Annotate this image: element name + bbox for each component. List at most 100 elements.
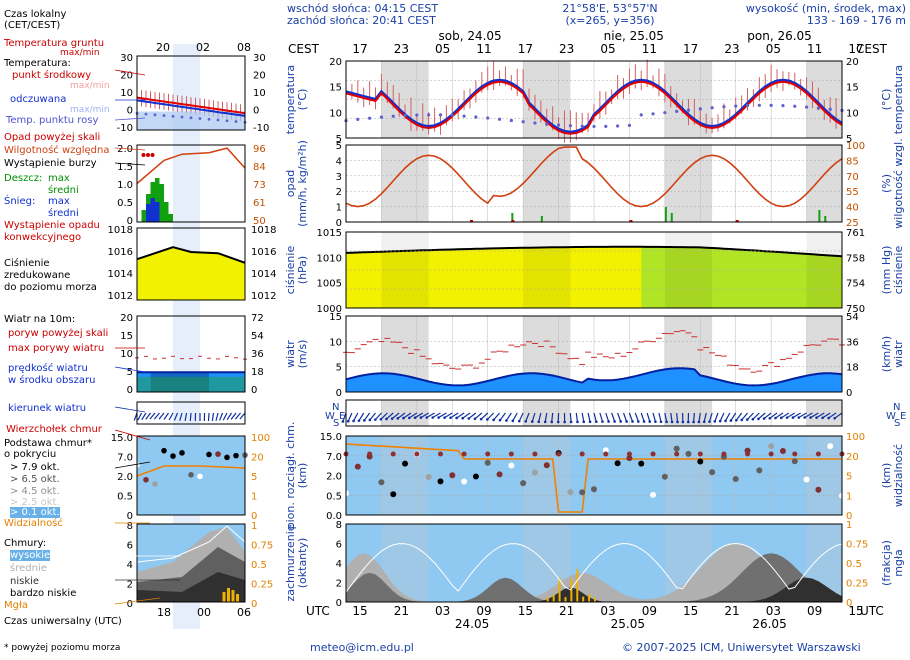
wind-dir-arrow [438,412,447,419]
wind-dir-head [402,416,405,420]
wind-dir-arrow [353,412,359,422]
wind-dir-arrow [426,412,435,419]
wind-speed-label-2: w środku obszaru [8,375,96,386]
fog-bar [576,569,579,602]
rain-bar [824,216,827,222]
wind-left-tick: 15 [329,312,342,323]
dewpoint-dot [651,112,655,116]
wind-dir-head [708,420,711,423]
local-time-label: Czas lokalny [4,9,67,20]
cloud-base-dot [402,460,409,467]
wind-dir-arrow [804,412,813,419]
wind-dir-head [595,420,598,423]
press-night-band [381,232,429,308]
gust-over-scale-label: poryw powyżej skali [8,328,109,339]
legend-cloud-left-tick: 7.0 [117,453,133,464]
legend-temp-right-tick: 10 [253,88,266,99]
wind-dir-head [390,417,394,420]
wind-dir-arrow [456,412,465,419]
fog-bar [570,579,573,602]
legend-oct-left-tick: 8 [127,521,133,532]
wind-dir-arrow [703,412,707,422]
snow-max-label: max [48,196,70,207]
dewpoint-dot [722,105,726,109]
opad-left-tick: 2 [336,187,342,198]
utc-hour-label: 15 [518,604,533,618]
wind-dir-head [582,420,586,424]
wind-dir-arrow [518,412,524,422]
rain-max-label: max [48,173,70,184]
press-right-tick: 754 [846,279,865,290]
temp-right-tick: 15 [846,83,859,94]
legend-connector [114,147,146,151]
dewpoint-dot [474,115,478,119]
feels-like-maxmin: max/min [70,105,110,115]
legend-connector [114,366,146,373]
humidity-label: Wilgotność względna [4,145,110,156]
legend-temp-left-tick: 10 [120,88,133,99]
wind-dir-head [785,416,789,419]
temp-left-unit: (°C) [296,89,309,111]
press-left-unit: (hPa) [296,256,309,284]
day-label-bottom: 26.05 [752,617,786,631]
opad-left-unit: (mm/h, kg/m²h) [296,140,309,227]
cloud-night-band [806,436,842,515]
utc-hour-label: 15 [352,604,367,618]
wind-dir-head [735,418,738,422]
wind-dir-head [425,416,429,419]
sunrise-text: wschód słońca: 04:15 CEST [287,2,439,15]
legend-cloud-frame [136,435,246,516]
dewpoint-dot [509,118,513,123]
wind-dir-head [670,420,674,424]
cloud-top-dot [437,451,443,457]
legend-rain-bar [164,202,169,222]
legend-dir-frame [136,401,246,425]
wind-dir-head [774,416,777,420]
utc-hour-label: 09 [476,604,491,618]
cest-hour-label: 11 [476,42,491,56]
pressure-cap [641,232,842,257]
wind-dir-arrow [386,412,394,420]
wind-right-tick: 54 [846,312,859,323]
cest-hour-label: 11 [807,42,822,56]
wind-dir-head [681,420,685,424]
opad-left-title: opad [284,170,297,197]
cloud-top-dot [508,451,514,457]
cloud-top-dot [768,451,774,457]
wind-dir-head [637,420,640,423]
cloud-base-dot [567,489,574,496]
high-clouds-label: wysokie [10,550,51,561]
legend-local-tick: 02 [196,41,210,54]
legend-wind-dir-arrow [207,412,210,422]
fog-bar [588,594,591,602]
wind-dir-head [419,416,423,419]
temp-right-unit: (°C) [880,89,893,111]
wind-dir-arrow [798,412,807,419]
press-right-title: ciśnienie [892,246,905,295]
dewpoint-dot [450,113,454,118]
pressure-label: Ciśnienie [4,258,50,269]
wind-right-tick: 18 [846,363,859,374]
coordinates-text: 21°58'E, 53°57'N [562,2,658,15]
dir-n-left: N [332,402,339,413]
utc-hour-label: 15 [683,604,698,618]
legend-fog-bar [227,588,230,602]
legend-cloud-dot [170,453,176,459]
legend-wind-dir-arrow [179,412,183,421]
dewpoint-dot [710,106,714,110]
very-low-cloud-area [346,577,842,602]
legend-wind-right-tick: 0 [251,385,257,396]
legend-temp-right-tick: -10 [253,123,269,134]
utc-hour-label: 09 [807,604,822,618]
legend-opad-left-tick: 1.0 [117,180,133,191]
contact-email-link[interactable]: meteo@icm.edu.pl [310,641,414,654]
wind-dir-arrow [380,412,388,420]
legend-wind-right-tick: 18 [251,367,264,378]
wind-dir-head [341,420,345,423]
legend-local-tick: 20 [156,41,170,54]
legend-cloud-right-tick: 0 [251,511,257,522]
clouds-label: Chmury: [4,538,47,549]
cloud-top-dot [674,451,680,457]
dewpoint-dot [356,117,360,122]
very-low-clouds-label: bardzo niskie [10,588,77,599]
